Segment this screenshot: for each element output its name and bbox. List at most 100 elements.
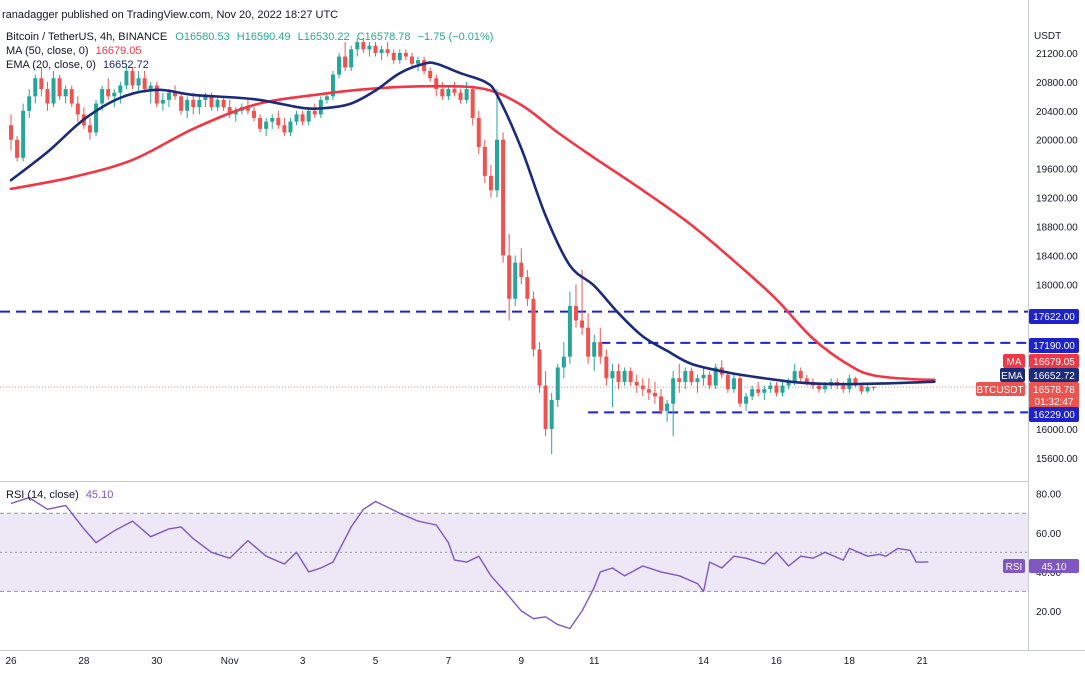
candle[interactable] <box>464 81 469 104</box>
candle[interactable] <box>756 381 761 397</box>
candle[interactable] <box>252 107 256 122</box>
rsi-line[interactable] <box>10 496 929 630</box>
candle[interactable] <box>573 284 578 328</box>
candle[interactable] <box>330 71 335 100</box>
candle[interactable] <box>355 38 360 57</box>
candle[interactable] <box>94 99 99 137</box>
candle[interactable] <box>567 291 572 364</box>
candle[interactable] <box>561 342 566 379</box>
candle[interactable] <box>543 371 548 437</box>
candle[interactable] <box>306 107 311 126</box>
candle[interactable] <box>391 49 396 64</box>
candle[interactable] <box>707 371 712 390</box>
candle[interactable] <box>45 81 50 111</box>
candle[interactable] <box>221 96 226 111</box>
candle[interactable] <box>349 45 354 72</box>
candle[interactable] <box>446 85 451 100</box>
rsi-legend[interactable]: RSI (14, close) 45.10 <box>6 489 113 501</box>
candle[interactable] <box>337 52 342 79</box>
candle[interactable] <box>258 114 263 133</box>
candle[interactable] <box>282 118 287 137</box>
candle[interactable] <box>9 114 13 151</box>
candle[interactable] <box>106 78 111 100</box>
candle[interactable] <box>671 371 676 437</box>
candle[interactable] <box>513 255 518 307</box>
candle[interactable] <box>555 363 560 408</box>
candle[interactable] <box>677 363 682 393</box>
candle[interactable] <box>51 71 56 108</box>
candle[interactable] <box>501 132 506 263</box>
candle[interactable] <box>403 49 408 61</box>
candle[interactable] <box>470 85 475 126</box>
candle[interactable] <box>683 367 688 390</box>
candle[interactable] <box>640 378 645 397</box>
candle[interactable] <box>482 139 487 184</box>
candle[interactable] <box>865 384 870 393</box>
candle[interactable] <box>798 367 803 382</box>
candle[interactable] <box>142 71 147 93</box>
candle[interactable] <box>488 165 493 198</box>
candle[interactable] <box>27 89 32 119</box>
ma-legend[interactable]: MA (50, close, 0) 16679.05 <box>6 45 142 57</box>
candle[interactable] <box>191 92 196 115</box>
candle[interactable] <box>422 56 427 75</box>
candle[interactable] <box>136 71 141 93</box>
candle[interactable] <box>124 63 129 90</box>
candle[interactable] <box>385 42 390 57</box>
candle[interactable] <box>695 374 700 393</box>
candle[interactable] <box>397 49 402 64</box>
candle[interactable] <box>148 81 153 104</box>
candle[interactable] <box>166 89 171 108</box>
candle[interactable] <box>21 103 26 162</box>
candle[interactable] <box>689 367 694 386</box>
candle[interactable] <box>33 74 38 104</box>
candle[interactable] <box>853 376 858 387</box>
ema-20-line[interactable] <box>9 61 936 386</box>
ma-50-line[interactable] <box>9 84 936 382</box>
candle[interactable] <box>87 118 92 140</box>
candle[interactable] <box>750 385 755 401</box>
candle[interactable] <box>276 110 281 129</box>
candle[interactable] <box>774 381 779 397</box>
candle[interactable] <box>731 374 736 393</box>
candle[interactable] <box>361 38 366 53</box>
candle[interactable] <box>628 367 633 386</box>
candle[interactable] <box>738 374 742 408</box>
candle[interactable] <box>185 96 190 119</box>
candle[interactable] <box>537 342 542 393</box>
candle[interactable] <box>373 42 378 57</box>
candle[interactable] <box>701 367 706 386</box>
candle[interactable] <box>343 42 348 72</box>
candle[interactable] <box>665 400 670 422</box>
candle[interactable] <box>519 248 524 285</box>
candle[interactable] <box>580 269 585 335</box>
candle[interactable] <box>227 99 232 119</box>
candle[interactable] <box>725 371 730 393</box>
candle[interactable] <box>264 118 269 137</box>
candle[interactable] <box>592 334 597 372</box>
candle[interactable] <box>379 45 384 61</box>
candle[interactable] <box>458 89 463 104</box>
candle[interactable] <box>197 96 202 115</box>
candle[interactable] <box>270 114 275 129</box>
candle[interactable] <box>616 363 621 390</box>
candle[interactable] <box>428 67 433 82</box>
candle[interactable] <box>452 81 457 97</box>
candle[interactable] <box>476 110 481 155</box>
candle[interactable] <box>659 389 664 415</box>
candle[interactable] <box>762 385 767 401</box>
candle[interactable] <box>531 291 536 357</box>
candle[interactable] <box>294 110 299 126</box>
candle[interactable] <box>713 363 718 390</box>
candle[interactable] <box>233 107 238 122</box>
candle[interactable] <box>859 384 864 395</box>
candle[interactable] <box>598 327 603 364</box>
candle[interactable] <box>39 67 44 97</box>
candle[interactable] <box>634 374 639 393</box>
candle[interactable] <box>525 269 530 307</box>
candle[interactable] <box>69 85 74 108</box>
candle[interactable] <box>409 52 414 68</box>
candle[interactable] <box>786 378 791 390</box>
candle[interactable] <box>288 118 293 137</box>
candle[interactable] <box>744 392 749 411</box>
